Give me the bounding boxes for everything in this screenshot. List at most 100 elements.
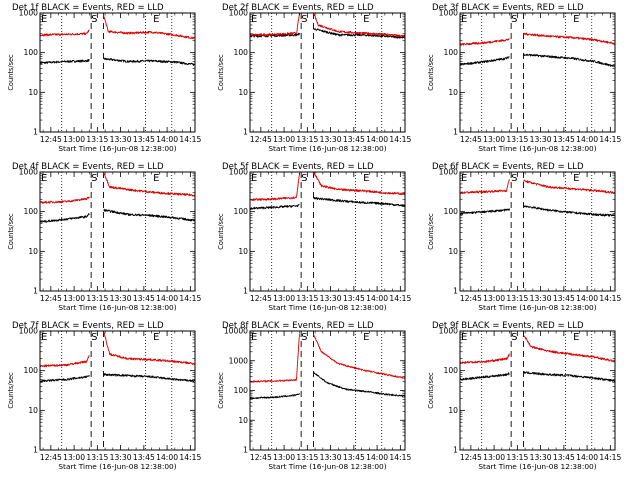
- x-tick-label: 13:30: [320, 453, 342, 462]
- y-axis-label: Counts/sec: [7, 213, 15, 250]
- series-line: [459, 37, 510, 46]
- x-tick-label: 13:00: [483, 135, 505, 144]
- y-axis-label: Counts/sec: [217, 213, 225, 250]
- panel-title: Det 5f BLACK = Events, RED = LLD: [222, 162, 374, 172]
- series-line: [249, 173, 300, 201]
- x-tick-label: 14:15: [599, 135, 621, 144]
- series-line: [313, 12, 406, 38]
- x-tick-label: 14:00: [366, 453, 388, 462]
- series-line: [459, 56, 510, 66]
- y-tick-label: 100: [24, 366, 39, 375]
- x-tick-label: 13:00: [63, 453, 85, 462]
- x-tick-label: 12:45: [460, 453, 482, 462]
- marker-E: E: [573, 332, 579, 343]
- y-tick-label: 1000: [229, 168, 248, 177]
- y-tick-label: 1000: [19, 327, 38, 336]
- y-tick-label: 10: [448, 247, 458, 256]
- x-tick-label: 13:15: [506, 453, 528, 462]
- marker-E-start: E: [461, 173, 467, 184]
- marker-S: S: [511, 173, 517, 184]
- x-tick-label: 14:00: [156, 453, 178, 462]
- series-line: [249, 32, 300, 38]
- series-line: [103, 171, 196, 197]
- y-tick-label: 10: [448, 406, 458, 415]
- x-tick-label: 14:15: [599, 453, 621, 462]
- y-tick-label: 10: [28, 406, 38, 415]
- x-axis-label: Start Time (16-Jun-08 12:38:00): [478, 462, 596, 471]
- x-tick-label: 13:00: [63, 294, 85, 303]
- y-tick-label: 10: [238, 247, 248, 256]
- plot-frame: [39, 330, 196, 451]
- y-tick-label: 1000: [229, 356, 248, 365]
- marker-E: E: [153, 173, 159, 184]
- plot-frame: [459, 171, 616, 292]
- series-line: [39, 58, 90, 65]
- series-line: [523, 371, 616, 383]
- panel-title: Det 8f BLACK = Events, RED = LLD: [222, 321, 374, 331]
- series-line: [103, 373, 196, 383]
- x-tick-label: 12:45: [40, 294, 62, 303]
- x-tick-label: 13:30: [530, 135, 552, 144]
- x-axis-label: Start Time (16-Jun-08 12:38:00): [478, 144, 596, 153]
- y-tick-label: 1: [33, 287, 38, 296]
- marker-E: E: [363, 14, 369, 25]
- plot-frame: [39, 171, 196, 292]
- x-tick-label: 13:00: [483, 294, 505, 303]
- x-tick-label: 13:30: [110, 294, 132, 303]
- x-tick-label: 12:45: [460, 294, 482, 303]
- x-tick-label: 14:15: [599, 294, 621, 303]
- y-tick-label: 1000: [229, 9, 248, 18]
- y-tick-label: 100: [444, 48, 459, 57]
- x-tick-label: 13:30: [530, 453, 552, 462]
- y-tick-label: 1: [243, 446, 248, 455]
- x-tick-label: 14:15: [179, 135, 201, 144]
- series-line: [523, 179, 616, 195]
- marker-S: S: [91, 14, 97, 25]
- y-tick-label: 1000: [19, 9, 38, 18]
- marker-E-start: E: [41, 14, 47, 25]
- series-line: [459, 353, 510, 364]
- x-tick-label: 12:45: [460, 135, 482, 144]
- marker-S: S: [301, 14, 307, 25]
- series-line: [249, 203, 300, 210]
- x-tick-label: 13:00: [273, 453, 295, 462]
- x-tick-label: 13:15: [86, 294, 108, 303]
- series-line: [459, 208, 510, 215]
- plot-frame: [459, 330, 616, 451]
- x-axis-label: Start Time (16-Jun-08 12:38:00): [268, 303, 386, 312]
- x-tick-label: 13:15: [296, 294, 318, 303]
- x-tick-label: 13:30: [320, 135, 342, 144]
- panel-title: Det 3f BLACK = Events, RED = LLD: [432, 3, 584, 13]
- x-tick-label: 13:30: [110, 453, 132, 462]
- x-tick-label: 13:45: [553, 135, 575, 144]
- x-tick-label: 14:00: [576, 294, 598, 303]
- x-tick-label: 13:30: [530, 294, 552, 303]
- y-axis-label: Counts/sec: [217, 54, 225, 91]
- marker-S: S: [301, 332, 307, 343]
- series-line: [39, 354, 90, 368]
- y-tick-label: 10: [28, 88, 38, 97]
- panel-title: Det 6f BLACK = Events, RED = LLD: [432, 162, 584, 172]
- marker-E-start: E: [461, 14, 467, 25]
- series-line: [249, 393, 300, 400]
- x-tick-label: 13:45: [343, 453, 365, 462]
- y-tick-label: 100: [444, 366, 459, 375]
- marker-S: S: [511, 14, 517, 25]
- y-tick-label: 1000: [439, 327, 458, 336]
- y-tick-label: 100: [24, 48, 39, 57]
- series-line: [103, 57, 196, 66]
- series-line: [313, 196, 406, 208]
- marker-S: S: [91, 173, 97, 184]
- x-tick-label: 13:15: [296, 453, 318, 462]
- y-tick-label: 1: [243, 128, 248, 137]
- marker-E: E: [363, 332, 369, 343]
- x-axis-label: Start Time (16-Jun-08 12:38:00): [268, 144, 386, 153]
- marker-E-start: E: [251, 332, 257, 343]
- x-tick-label: 13:00: [483, 453, 505, 462]
- series-line: [313, 371, 406, 398]
